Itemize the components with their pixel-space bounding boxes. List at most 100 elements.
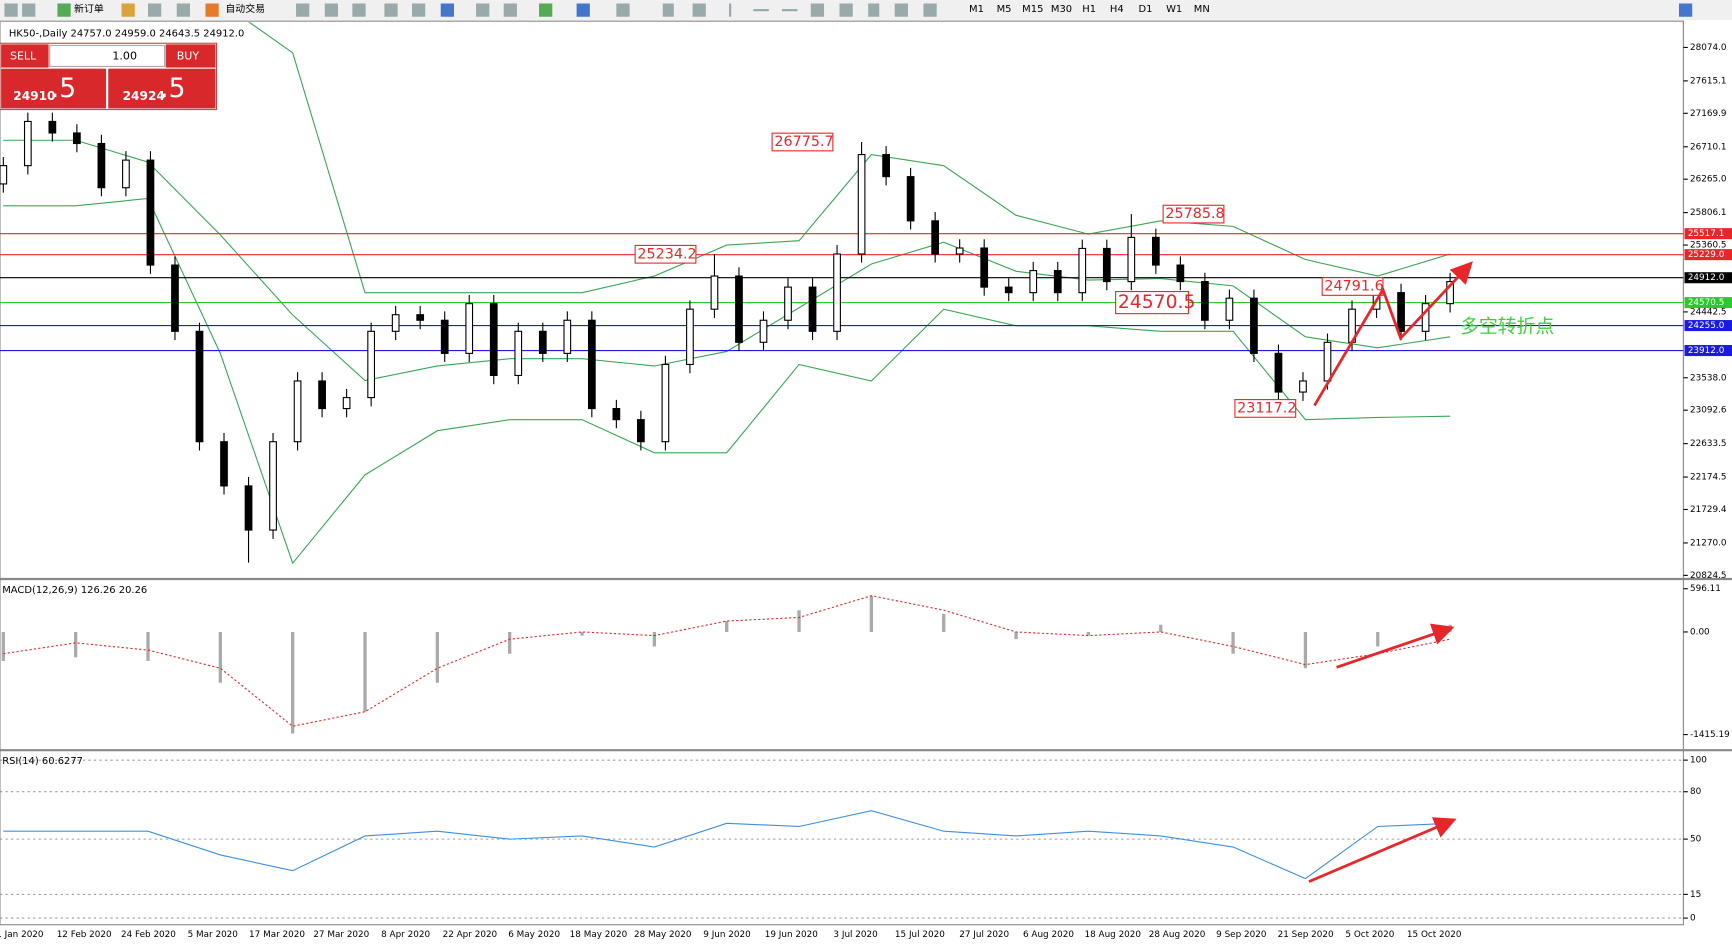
icon[interactable]	[782, 9, 798, 12]
price-annotation: 23117.2	[1237, 400, 1296, 416]
candle-body	[1078, 247, 1087, 294]
icon[interactable]	[868, 3, 880, 17]
timeframe[interactable]: M15	[1022, 4, 1043, 15]
icon[interactable]	[176, 3, 190, 17]
y-tick-label: 21729.4	[1690, 505, 1727, 515]
price-annotation-box	[1234, 399, 1297, 418]
icon[interactable]	[412, 3, 426, 17]
icon[interactable]	[923, 3, 937, 17]
x-tick-label: 28 Aug 2020	[1149, 930, 1206, 940]
candle-body	[1250, 297, 1258, 354]
timeframe[interactable]: W1	[1166, 4, 1182, 15]
candle-body	[637, 419, 645, 443]
timeframe[interactable]: H4	[1110, 4, 1124, 15]
timeframe[interactable]: MN	[1194, 4, 1210, 15]
icon[interactable]	[894, 3, 908, 17]
price-level-label: 24255.0	[1688, 321, 1725, 331]
icon[interactable]	[296, 3, 310, 17]
candle-body	[342, 397, 351, 410]
icon[interactable]	[810, 3, 825, 17]
price-annotation: 25785.8	[1165, 206, 1224, 222]
candle-body	[1029, 270, 1038, 294]
price-annotation: 26775.7	[774, 134, 833, 150]
icon[interactable]	[352, 3, 366, 17]
ask-pip[interactable]: .5	[160, 73, 185, 104]
candle-body	[661, 363, 670, 443]
y-tick-label: 0.00	[1690, 627, 1710, 637]
icon[interactable]	[121, 3, 135, 17]
timeframe[interactable]: M30	[1051, 4, 1072, 15]
candle-body	[73, 132, 81, 145]
icon[interactable]	[539, 3, 553, 17]
icon[interactable]	[476, 3, 490, 17]
volume[interactable]: 1.00	[112, 50, 137, 63]
rsi-title: RSI(14) 60.6277	[2, 756, 83, 767]
price-level-tag	[1684, 228, 1732, 240]
candle-body	[220, 441, 228, 487]
icon[interactable]	[4, 3, 18, 17]
candle-body	[563, 319, 572, 354]
auto-trading[interactable]: 自动交易	[225, 2, 265, 15]
y-tick-label: 25806.1	[1690, 208, 1727, 218]
timeframe[interactable]: M5	[997, 4, 1012, 15]
bid-pip[interactable]: .5	[51, 73, 76, 104]
bollinger-band	[248, 22, 1451, 294]
y-tick-label: 27615.1	[1690, 76, 1727, 86]
candle-body	[293, 380, 302, 443]
bid-price[interactable]: 24910	[13, 89, 55, 103]
icon[interactable]	[22, 3, 36, 17]
price-annotation-box	[771, 132, 834, 152]
buy-button[interactable]	[165, 44, 216, 68]
candle-body	[171, 264, 179, 332]
icon[interactable]	[205, 3, 219, 17]
buy-label[interactable]: BUY	[177, 50, 200, 63]
icon[interactable]	[692, 3, 706, 17]
y-tick-label: 25360.5	[1690, 241, 1727, 251]
sell-label[interactable]: SELL	[10, 50, 37, 63]
x-tick-label: 22 Apr 2020	[443, 930, 498, 940]
candle-body	[1127, 236, 1136, 283]
candle-body	[980, 247, 989, 288]
x-tick-label: 5 Oct 2020	[1345, 930, 1394, 940]
candle-body	[367, 330, 376, 399]
icon[interactable]	[1678, 3, 1693, 17]
icon[interactable]	[616, 3, 630, 17]
candle-body	[735, 275, 743, 343]
sell-price[interactable]	[1, 68, 107, 109]
icon[interactable]	[662, 3, 674, 17]
buy-price[interactable]	[108, 68, 216, 109]
icon[interactable]	[384, 3, 398, 17]
icon[interactable]	[753, 9, 769, 12]
icon[interactable]	[839, 3, 853, 17]
y-tick-label: -1415.19	[1690, 730, 1730, 740]
candle-body	[416, 314, 425, 321]
x-tick-label: 24 Feb 2020	[121, 930, 176, 940]
icon[interactable]	[148, 3, 162, 17]
timeframe[interactable]: D1	[1138, 4, 1152, 15]
price-annotation-box	[634, 244, 697, 264]
candle-body	[931, 220, 940, 255]
icon[interactable]	[324, 3, 339, 17]
x-tick-label: 19 Jun 2020	[765, 930, 818, 940]
icon[interactable]	[729, 3, 732, 17]
icon[interactable]	[576, 3, 590, 17]
icon[interactable]	[440, 3, 454, 17]
ask-price[interactable]: 24924	[123, 89, 165, 103]
candle-body	[146, 159, 155, 266]
timeframe[interactable]: M1	[969, 4, 984, 15]
volume-box[interactable]	[49, 44, 166, 68]
sell-button[interactable]	[1, 44, 49, 68]
timeframe[interactable]: H1	[1082, 4, 1096, 15]
icon[interactable]	[57, 3, 71, 17]
candle-body	[440, 319, 449, 354]
x-tick-label: 5 Mar 2020	[188, 930, 239, 940]
toolbar-icons	[4, 3, 1693, 17]
new-order[interactable]: 新订单	[74, 2, 104, 15]
x-tick-label: 3 Jul 2020	[833, 930, 878, 940]
price-level-label: 25229.0	[1688, 250, 1725, 260]
icon[interactable]	[503, 3, 517, 17]
y-tick-label: 21270.0	[1690, 538, 1727, 548]
price-level-tag	[1684, 249, 1732, 261]
x-tick-label: 8 Apr 2020	[381, 930, 430, 940]
